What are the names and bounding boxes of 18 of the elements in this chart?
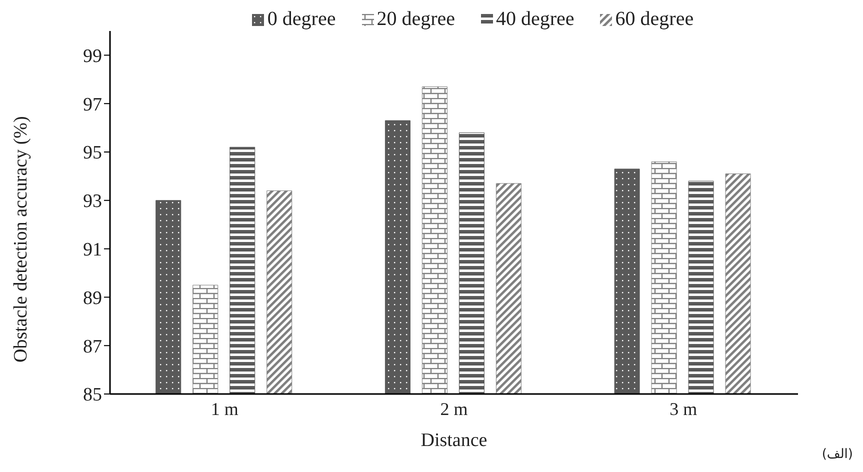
y-tick-label: 95 <box>83 142 102 164</box>
x-axis-title: Distance <box>420 430 488 451</box>
y-tick-label: 97 <box>83 94 102 116</box>
y-tick-label: 87 <box>83 336 102 358</box>
y-tick-label: 91 <box>83 240 102 261</box>
text: (الف) <box>822 447 853 462</box>
y-tick-label: 99 <box>83 46 102 67</box>
legend-label: 20 degree <box>376 8 455 31</box>
x-tick-label: 3 m <box>670 398 698 419</box>
y-tick-label: 89 <box>83 288 102 309</box>
legend-label: 40 degree <box>496 8 574 31</box>
legend-label: 60 degree <box>615 8 694 31</box>
x-tick-label: 2 m <box>440 398 468 419</box>
y-tick-label: 85 <box>83 384 102 406</box>
x-tick-label: 1 m <box>210 398 238 419</box>
y-tick-label: 93 <box>83 191 102 212</box>
y-axis-title: Obstacle detection accuracy (%) <box>10 116 32 362</box>
legend-label: 0 degree <box>267 8 336 31</box>
